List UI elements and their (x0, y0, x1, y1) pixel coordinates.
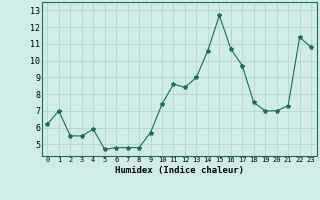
X-axis label: Humidex (Indice chaleur): Humidex (Indice chaleur) (115, 166, 244, 175)
